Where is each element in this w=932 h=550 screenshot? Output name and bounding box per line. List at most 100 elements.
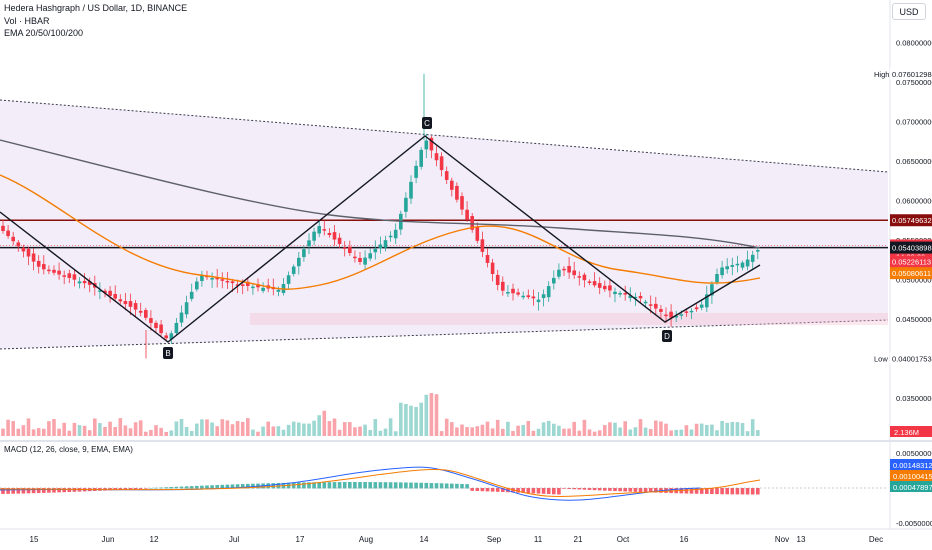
countdown-label: 14:39:36 [896, 252, 925, 261]
candle [603, 285, 607, 290]
time-tick-label: 13 [797, 535, 806, 544]
candle [618, 293, 622, 295]
macd-bar [31, 488, 36, 494]
volume-bar [699, 423, 704, 436]
macd-bar [511, 488, 515, 493]
macd-bar [57, 488, 61, 493]
candle [230, 281, 235, 284]
candle [246, 281, 250, 286]
macd-bar [87, 488, 92, 492]
volume-bar [57, 428, 61, 436]
volume-bar [485, 421, 490, 436]
candle [684, 311, 689, 313]
macd-bar [536, 488, 541, 494]
macd-bar [164, 487, 168, 489]
candle [118, 299, 123, 302]
macd-bar [521, 488, 525, 493]
volume-bar [740, 423, 745, 436]
volume-bar [358, 426, 362, 436]
candle [409, 181, 413, 199]
volume-bar [317, 415, 321, 436]
candle [123, 301, 128, 305]
candle [225, 280, 230, 283]
candle [67, 273, 72, 278]
channel-fill [0, 100, 888, 349]
candle [750, 254, 755, 262]
macd-bar [195, 485, 199, 489]
macd-label: MACD (12, 26, close, 9, EMA, EMA) [4, 445, 133, 454]
macd-value: 0.00100415 [893, 472, 932, 481]
volume-bar [490, 428, 495, 436]
candle [363, 257, 367, 265]
volume-bar [501, 428, 505, 436]
candle [98, 290, 102, 292]
macd-bar [378, 482, 383, 489]
macd-bar [159, 487, 163, 489]
macd-bar [429, 483, 434, 489]
volume-bar [689, 429, 694, 436]
macd-bar [11, 488, 15, 494]
macd-bar [307, 482, 311, 489]
volume-bar [368, 430, 372, 436]
volume-indicator-label[interactable]: Vol · HBAR [4, 16, 50, 26]
macd-value-bg [890, 470, 932, 481]
ema-indicator-label[interactable]: EMA 20/50/100/200 [4, 28, 84, 38]
volume-bar [342, 422, 347, 436]
candle [623, 293, 627, 295]
macd-bar [133, 488, 138, 490]
candle [546, 286, 551, 298]
macd-bar [251, 483, 255, 489]
candle [256, 284, 260, 288]
macd-bar [47, 488, 51, 493]
macd-bar [603, 488, 607, 491]
volume-bar [26, 418, 31, 436]
volume-bar [205, 419, 209, 436]
macd-bar [368, 482, 372, 489]
macd-bar [291, 482, 296, 489]
macd-bar [409, 482, 413, 489]
macd-bar [266, 483, 270, 489]
volume-bar [348, 422, 352, 436]
volume-bar [332, 418, 337, 436]
volume-bar [184, 426, 189, 436]
macd-bar [475, 488, 480, 491]
macd-tick-label: -0.00500000 [896, 519, 932, 528]
candle [450, 180, 454, 190]
candle [266, 285, 270, 289]
currency-button[interactable]: USD [892, 3, 926, 20]
candle [694, 307, 699, 310]
candle [302, 249, 306, 258]
candle [465, 209, 469, 220]
candle [592, 281, 597, 286]
candle [480, 239, 485, 252]
candle [144, 310, 148, 318]
volume-tag: 2.136M [894, 428, 919, 437]
macd-bar [103, 488, 107, 491]
price-tick-label: 0.03500000 [896, 394, 932, 403]
candle [169, 333, 174, 340]
volume-bar [756, 430, 760, 436]
candle [378, 244, 383, 249]
candle [689, 310, 694, 313]
support-zone [250, 313, 888, 325]
price-tag-bg [890, 214, 932, 227]
volume-bar [286, 424, 291, 436]
candle [638, 295, 643, 299]
macd-bar [154, 487, 158, 489]
volume-bar [460, 424, 464, 436]
volume-bar [36, 428, 41, 436]
candle [261, 287, 265, 291]
macd-bar [439, 483, 444, 489]
macd-value-bg [890, 481, 932, 492]
volume-bar [52, 419, 56, 436]
macd-bar [562, 488, 566, 489]
price-tick-label: 0.06000000 [896, 196, 932, 205]
volume-bar [572, 421, 576, 436]
candle [286, 275, 291, 284]
macd-bar [618, 488, 622, 492]
candle [674, 315, 678, 318]
volume-bar [705, 424, 709, 436]
volume-bar [495, 419, 500, 436]
macd-bar [144, 488, 148, 489]
